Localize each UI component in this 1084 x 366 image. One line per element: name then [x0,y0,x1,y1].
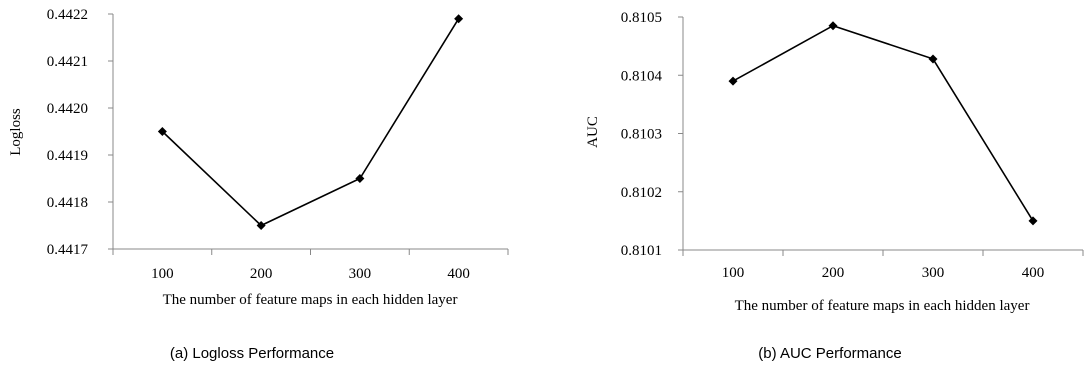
y-tick-label: 0.4417 [47,242,89,258]
chart-caption: (a) Logloss Performance [170,345,334,362]
y-tick-label: 0.8101 [621,243,662,259]
y-tick-label: 0.4419 [47,148,88,164]
data-point-marker [355,174,365,183]
data-point-marker [928,54,938,64]
x-tick-label: 300 [922,265,945,281]
x-tick-label: 200 [250,266,273,282]
chart-caption: (b) AUC Performance [758,345,901,362]
data-point-marker [454,14,464,24]
y-tick-label: 0.8105 [621,10,662,26]
x-axis-title: The number of feature maps in each hidde… [735,298,1030,314]
y-axis-title: Logloss [8,108,24,156]
x-tick-label: 400 [1022,265,1045,281]
auc-markers [728,21,1038,226]
logloss-chart: 0.4417 0.4418 0.4419 0.4420 0.4421 0.4422 100… [8,7,509,362]
auc-chart: 0.8101 0.8102 0.8103 0.8104 0.8105 100 200 300… [585,10,1084,362]
x-ticks: 100 200 300 400 [682,250,1084,281]
data-point-marker [728,76,738,86]
y-tick-label: 0.8103 [621,127,662,143]
logloss-markers [157,14,464,230]
y-ticks: 0.4417 0.4418 0.4419 0.4420 0.4421 0.4422 [47,7,113,258]
y-tick-label: 0.4421 [47,54,88,70]
x-tick-label: 100 [151,266,174,282]
data-point-marker [157,127,167,136]
x-ticks: 100 200 300 400 [112,249,509,282]
x-tick-label: 200 [822,265,845,281]
logloss-series-line [161,18,460,227]
y-ticks: 0.8101 0.8102 0.8103 0.8104 0.8105 [621,10,683,259]
data-point-marker [256,221,266,230]
auc-series-line [732,24,1034,222]
data-point-marker [1028,216,1038,226]
x-tick-label: 300 [349,266,372,282]
y-tick-label: 0.4418 [47,195,88,211]
data-point-marker [828,21,838,31]
y-tick-label: 0.4422 [47,7,88,23]
y-tick-label: 0.4420 [47,101,88,117]
y-tick-label: 0.8104 [621,68,663,84]
x-axis-title: The number of feature maps in each hidde… [163,292,458,308]
x-tick-label: 100 [722,265,745,281]
x-tick-label: 400 [447,266,470,282]
y-axis-title: AUC [585,116,601,148]
y-tick-label: 0.8102 [621,185,662,201]
